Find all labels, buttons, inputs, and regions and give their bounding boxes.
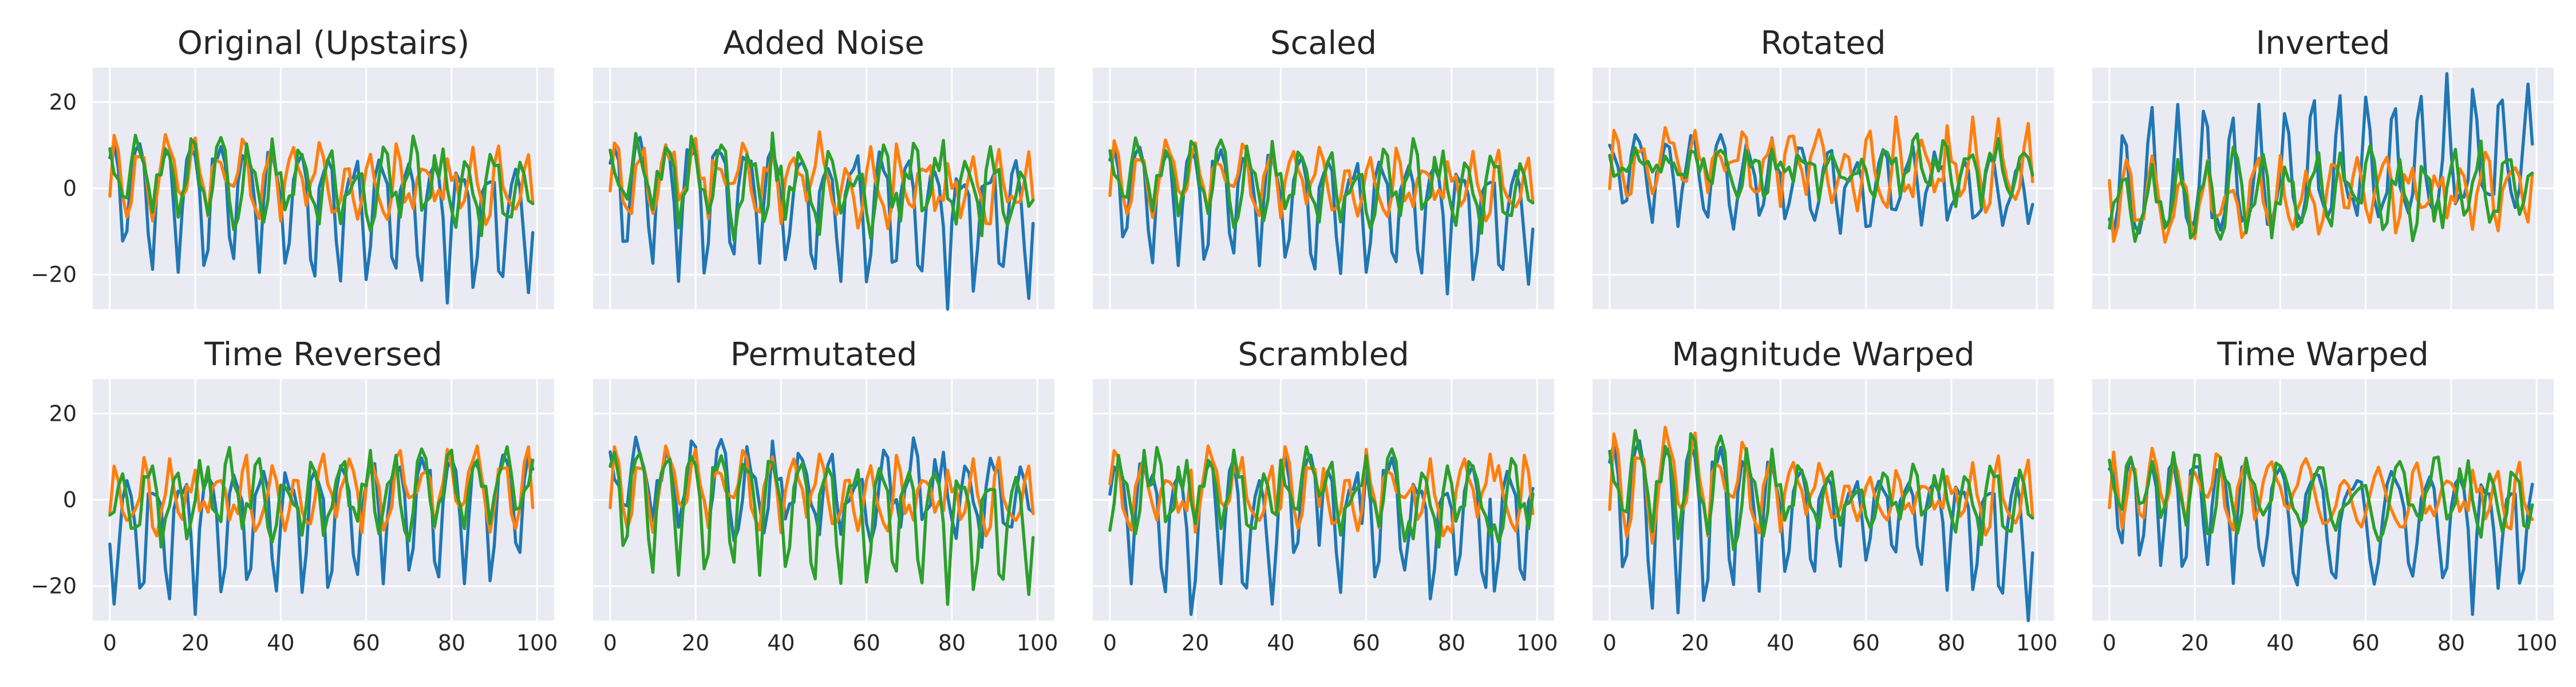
- x-tick-label: 40: [1267, 630, 1294, 656]
- x-tick-label: 40: [1767, 630, 1794, 656]
- subplot: Magnitude Warped 0 20 40 60 80 100: [1593, 336, 2057, 656]
- panel-title: Time Reversed: [204, 336, 442, 373]
- subplot: Original (Upstairs) −20 0 20: [31, 25, 554, 309]
- x-tick-label: 0: [1603, 630, 1617, 656]
- x-tick-label: 60: [1852, 630, 1879, 656]
- x-tick-label: 60: [1352, 630, 1380, 656]
- series-line-1: [609, 444, 1035, 538]
- series-line-2: [108, 133, 535, 238]
- subplot: Inverted: [2092, 25, 2554, 309]
- x-tick-label: 80: [2437, 630, 2465, 656]
- panel-title: Magnitude Warped: [1672, 336, 1974, 373]
- panel-title: Permutated: [730, 336, 918, 373]
- series-line-2: [108, 445, 535, 549]
- subplot: Permutated 0 20 40 60 80 100: [593, 336, 1058, 656]
- x-tick-label: 20: [1182, 630, 1209, 656]
- x-tick-label: 60: [852, 630, 880, 656]
- x-tick-label: 40: [267, 630, 294, 656]
- x-tick-label: 80: [1938, 630, 1965, 656]
- series-line-2: [609, 451, 1035, 606]
- x-tick-label: 40: [2266, 630, 2294, 656]
- x-tick-label: 100: [1516, 630, 1558, 656]
- series-line-2: [2108, 451, 2534, 542]
- x-tick-label: 100: [2516, 630, 2558, 656]
- x-tick-label: 0: [1103, 630, 1117, 656]
- x-tick-label: 40: [767, 630, 795, 656]
- x-tick-label: 0: [103, 630, 117, 656]
- series-line-1: [2108, 151, 2534, 244]
- subplot: Scrambled 0 20 40 60 80 100: [1093, 336, 1558, 656]
- panel-title: Rotated: [1761, 25, 1886, 62]
- x-tick-label: 20: [2181, 630, 2208, 656]
- panel-title: Added Noise: [723, 25, 924, 62]
- x-tick-label: 80: [1438, 630, 1465, 656]
- panel-title: Inverted: [2256, 25, 2391, 62]
- x-tick-label: 100: [516, 630, 558, 656]
- y-tick-label: −20: [31, 262, 77, 287]
- series-line-2: [1608, 429, 2034, 551]
- subplot: Rotated: [1593, 25, 2054, 309]
- subplot: Added Noise: [593, 25, 1054, 311]
- series-line-2: [609, 131, 1035, 242]
- panel-title: Scrambled: [1238, 336, 1409, 373]
- x-tick-label: 20: [1681, 630, 1709, 656]
- y-tick-label: 20: [49, 401, 77, 426]
- y-tick-label: 20: [49, 89, 77, 114]
- series-line-1: [108, 444, 535, 538]
- series-line-1: [108, 133, 535, 226]
- x-tick-label: 80: [438, 630, 465, 656]
- y-tick-label: 0: [63, 487, 77, 512]
- series-line-2: [2108, 139, 2534, 243]
- series-line-1: [1108, 138, 1535, 223]
- panel-title: Time Warped: [2217, 336, 2429, 373]
- panel-title: Original (Upstairs): [177, 25, 469, 62]
- x-tick-label: 0: [2103, 630, 2116, 656]
- x-tick-label: 20: [181, 630, 209, 656]
- x-tick-label: 100: [2016, 630, 2058, 656]
- series-line-1: [1608, 425, 2034, 545]
- x-tick-label: 100: [1017, 630, 1058, 656]
- x-tick-label: 60: [2352, 630, 2379, 656]
- series-line-1: [1108, 444, 1535, 538]
- x-tick-label: 60: [352, 630, 380, 656]
- y-tick-label: −20: [31, 574, 77, 599]
- series-line-2: [1608, 132, 2034, 209]
- subplot: Scaled: [1093, 25, 1554, 309]
- series-line-0: [609, 136, 1035, 311]
- x-tick-label: 80: [938, 630, 966, 656]
- series-line-1: [609, 130, 1035, 230]
- series-line-0: [609, 435, 1035, 549]
- y-tick-label: 0: [63, 176, 77, 201]
- subplot: Time Warped 0 20 40 60 80 100: [2092, 336, 2557, 656]
- series-line-2: [1108, 136, 1535, 235]
- panel-title: Scaled: [1270, 25, 1377, 62]
- subplot: Time Reversed −20 0 20 0 20 40 60 80 100: [31, 336, 558, 656]
- series-line-2: [1108, 445, 1535, 549]
- x-tick-label: 0: [603, 630, 617, 656]
- x-tick-label: 20: [682, 630, 709, 656]
- series-line-1: [1608, 115, 2034, 214]
